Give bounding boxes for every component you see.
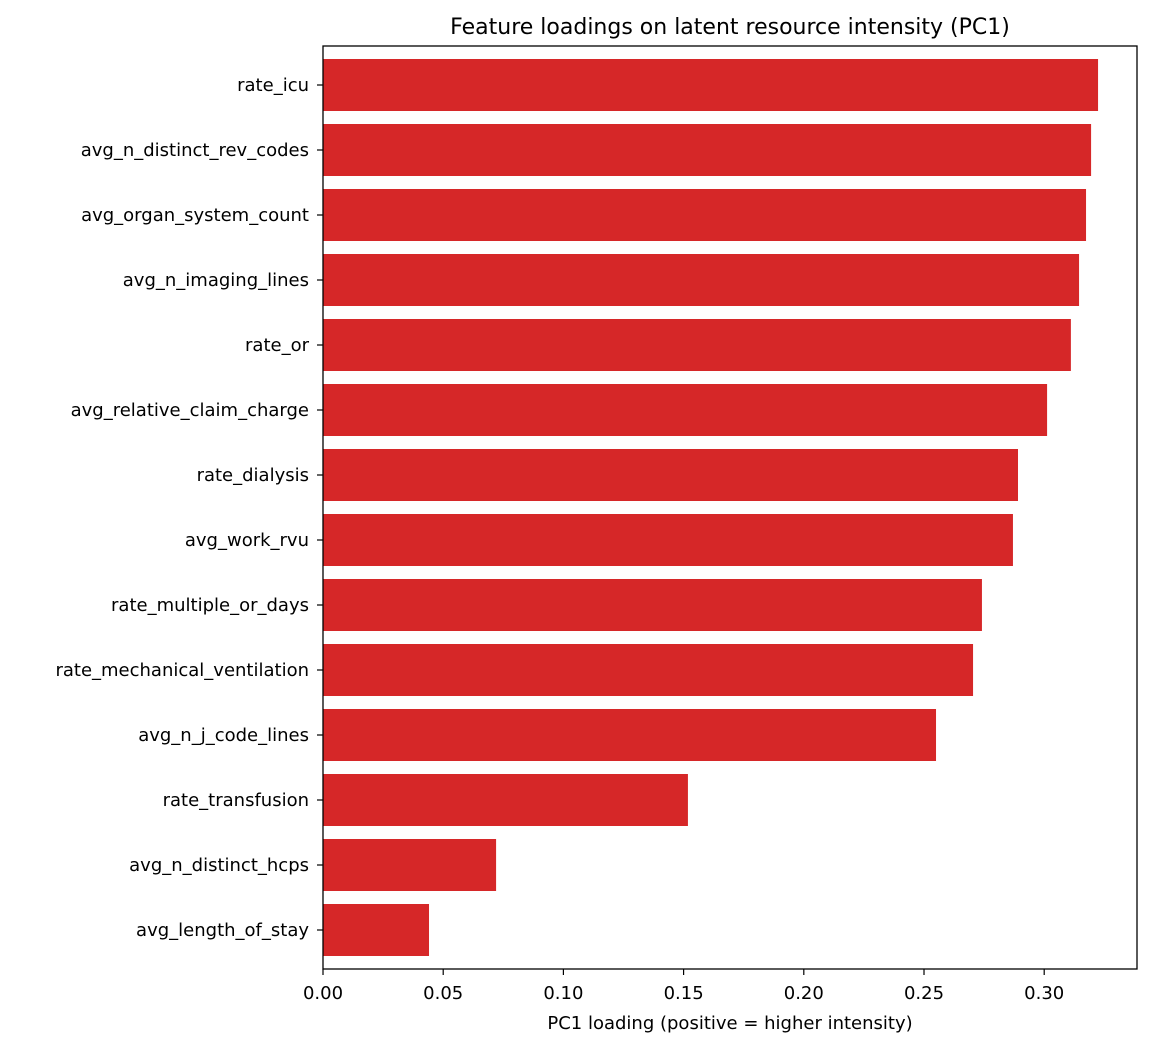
bar-rate_icu <box>323 59 1099 111</box>
bar-avg_n_imaging_lines <box>323 254 1080 306</box>
x-tick-label: 0.25 <box>904 983 944 1004</box>
y-tick-label: rate_or <box>245 335 310 356</box>
bar-avg_organ_system_count <box>323 189 1087 241</box>
x-tick-label: 0.10 <box>543 983 583 1004</box>
y-tick-label: avg_work_rvu <box>185 530 309 551</box>
bar-rate_or <box>323 319 1071 371</box>
x-axis-label: PC1 loading (positive = higher intensity… <box>547 1013 912 1034</box>
y-tick-label: avg_n_j_code_lines <box>138 725 309 746</box>
x-tick-label: 0.20 <box>784 983 824 1004</box>
bar-rate_mechanical_ventilation <box>323 644 974 696</box>
bar-avg_length_of_stay <box>323 904 430 956</box>
y-tick-label: rate_mechanical_ventilation <box>55 660 309 681</box>
y-tick-label: rate_icu <box>237 75 309 96</box>
y-tick-label: avg_organ_system_count <box>81 205 309 226</box>
bar-avg_n_j_code_lines <box>323 709 937 761</box>
y-tick-label: avg_length_of_stay <box>136 920 309 941</box>
x-tick-label: 0.00 <box>303 983 343 1004</box>
bar-avg_n_distinct_rev_codes <box>323 124 1092 176</box>
bar-rate_multiple_or_days <box>323 579 982 631</box>
y-tick-label: avg_relative_claim_charge <box>71 400 309 421</box>
x-tick-label: 0.30 <box>1024 983 1064 1004</box>
y-tick-label: rate_multiple_or_days <box>111 595 309 616</box>
y-tick-label: avg_n_distinct_rev_codes <box>81 140 309 161</box>
bar-rate_transfusion <box>323 774 688 826</box>
x-tick-label: 0.15 <box>664 983 704 1004</box>
y-tick-label: rate_dialysis <box>197 465 309 486</box>
bar-avg_n_distinct_hcps <box>323 839 497 891</box>
y-tick-label: avg_n_imaging_lines <box>123 270 309 291</box>
bar-avg_relative_claim_charge <box>323 384 1048 436</box>
y-tick-label: rate_transfusion <box>163 790 309 811</box>
bar-rate_dialysis <box>323 449 1019 501</box>
x-tick-label: 0.05 <box>423 983 463 1004</box>
y-tick-label: avg_n_distinct_hcps <box>129 855 309 876</box>
plot-frame <box>322 45 1138 970</box>
chart-title: Feature loadings on latent resource inte… <box>450 15 1010 40</box>
bar-avg_work_rvu <box>323 514 1013 566</box>
